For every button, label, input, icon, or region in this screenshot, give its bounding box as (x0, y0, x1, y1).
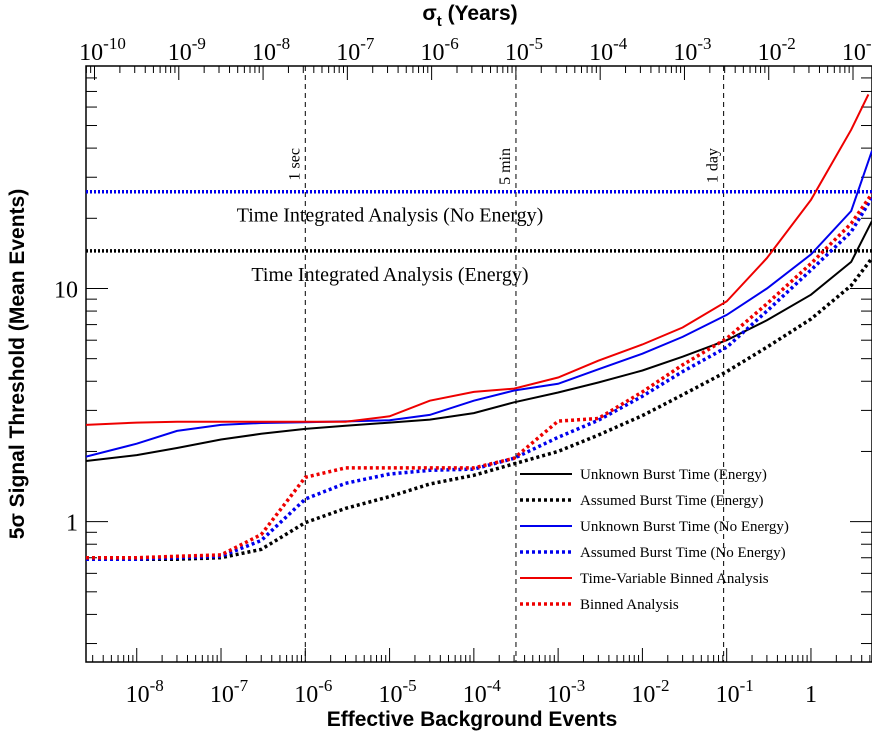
y-tick-label: 1 (66, 511, 78, 537)
x-tick-label-base: 1 (805, 682, 817, 708)
series-line (86, 257, 872, 561)
series-line (86, 196, 872, 561)
time-marker-label: 5 min (497, 148, 514, 185)
top-tick-label: 10-10 (79, 34, 126, 66)
x-tick-label: 10-7 (210, 676, 249, 708)
top-tick-label-base: 10 (505, 40, 529, 66)
x-tick-label: 1 (805, 682, 817, 708)
legend-label: Binned Analysis (580, 597, 679, 613)
plot-frame (85, 65, 872, 663)
top-tick-label: 10-4 (589, 34, 628, 66)
reference-line-label: Time Integrated Analysis (No Energy) (237, 205, 544, 227)
x-axis-title: Effective Background Events (327, 708, 618, 731)
x-tick-label-base: 10 (547, 682, 571, 708)
top-tick-label-exp: -9 (192, 34, 206, 53)
x-tick-label-exp: -1 (740, 676, 754, 695)
legend-label: Assumed Burst Time (No Energy) (580, 545, 786, 561)
top-axis-title-sigma: σ (422, 2, 436, 25)
reference-line-label: Time Integrated Analysis (Energy) (251, 264, 528, 286)
top-tick-label: 10-3 (673, 34, 711, 66)
y-axis-title: 5σ Signal Threshold (Mean Events) (6, 189, 29, 539)
x-tick-label-exp: -6 (318, 676, 332, 695)
reference-lines: Time Integrated Analysis (No Energy) Time… (86, 189, 872, 286)
series-line (86, 150, 872, 458)
x-tick-label-exp: -8 (150, 676, 164, 695)
top-tick-label-base: 10 (79, 40, 103, 66)
top-tick-label-exp: -10 (103, 34, 126, 53)
x-tick-label: 10-1 (716, 676, 754, 708)
x-tick-label-base: 10 (294, 682, 318, 708)
top-tick-label-exp: -6 (445, 34, 459, 53)
top-tick-label: 10-2 (758, 34, 796, 66)
top-tick-label: 10-9 (168, 34, 206, 66)
top-tick-label-exp: -1 (866, 34, 872, 53)
x-tick-label-exp: -3 (571, 676, 585, 695)
tick-labels: 10-8 10-7 10-6 10-5 10-4 10-3 10-2 10-1 110-10 10… (54, 34, 872, 708)
y-tick-label: 10 (54, 277, 78, 303)
x-tick-label: 10-2 (631, 676, 669, 708)
time-marker-label: 1 day (705, 148, 722, 183)
top-tick-label: 10-7 (336, 34, 375, 66)
top-tick-label: 10-5 (505, 34, 543, 66)
top-tick-label-base: 10 (673, 40, 697, 66)
x-tick-label-base: 10 (378, 682, 402, 708)
x-tick-label-base: 10 (463, 682, 487, 708)
top-tick-label-exp: -8 (276, 34, 290, 53)
x-tick-label-base: 10 (631, 682, 655, 708)
top-tick-label-exp: -3 (697, 34, 711, 53)
top-tick-label-base: 10 (168, 40, 192, 66)
x-tick-label-exp: -5 (402, 676, 416, 695)
top-axis-title-rest: (Years) (442, 2, 518, 25)
time-marker-label: 1 sec (286, 148, 303, 180)
top-tick-label-base: 10 (252, 40, 276, 66)
top-axis-title-subscript: t (437, 13, 442, 30)
x-tick-label: 10-3 (547, 676, 585, 708)
x-tick-label: 10-8 (126, 676, 164, 708)
x-tick-label-exp: -2 (655, 676, 669, 695)
x-tick-label: 10-5 (378, 676, 416, 708)
top-tick-label: 10-8 (252, 34, 290, 66)
series-layer (86, 93, 872, 561)
x-tick-label-exp: -4 (487, 676, 502, 695)
series-line (86, 192, 872, 560)
legend: Unknown Burst Time (Energy) Assumed Burst… (520, 467, 789, 613)
legend-label: Unknown Burst Time (Energy) (580, 467, 767, 483)
series-line (86, 93, 870, 426)
top-tick-label: 10-1 (842, 34, 872, 66)
top-tick-label-base: 10 (421, 40, 445, 66)
top-axis-title: σt (Years) (422, 2, 517, 30)
x-tick-label-exp: -7 (234, 676, 249, 695)
top-tick-label-base: 10 (758, 40, 782, 66)
top-tick-label-base: 10 (336, 40, 360, 66)
legend-label: Time-Variable Binned Analysis (580, 571, 769, 587)
top-tick-label: 10-6 (421, 34, 459, 66)
top-tick-label-exp: -5 (529, 34, 543, 53)
top-tick-label-exp: -4 (613, 34, 628, 53)
top-tick-label-base: 10 (589, 40, 613, 66)
x-tick-label: 10-6 (294, 676, 332, 708)
legend-label: Assumed Burst Time (Energy) (580, 493, 763, 509)
x-tick-label: 10-4 (463, 676, 502, 708)
legend-label: Unknown Burst Time (No Energy) (580, 519, 789, 535)
top-tick-label-base: 10 (842, 40, 866, 66)
x-tick-label-base: 10 (126, 682, 150, 708)
series-line (86, 220, 872, 462)
x-tick-label-base: 10 (210, 682, 234, 708)
time-markers: 1 sec 5 min 1 day (286, 66, 725, 662)
top-tick-label-exp: -2 (782, 34, 796, 53)
top-tick-label-exp: -7 (360, 34, 375, 53)
axis-ticks (85, 65, 872, 662)
x-tick-label-base: 10 (716, 682, 740, 708)
